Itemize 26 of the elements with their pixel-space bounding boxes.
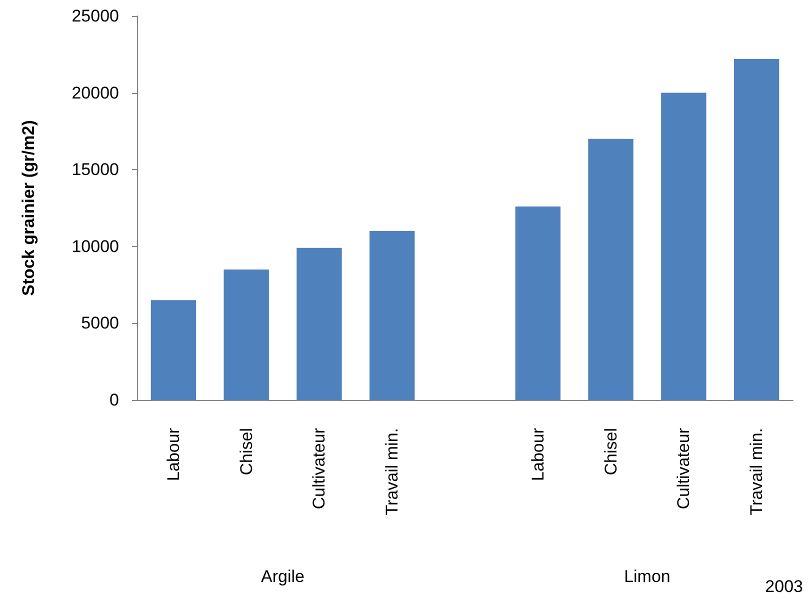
bar xyxy=(296,248,342,400)
y-tick-label: 10000 xyxy=(72,236,119,256)
y-tick-label: 5000 xyxy=(81,314,119,333)
x-tick-label: Chisel xyxy=(601,428,620,476)
text: Limon xyxy=(624,567,670,586)
x-tick-label: Travail min. xyxy=(747,428,766,516)
bar xyxy=(224,269,269,400)
y-axis-title: Stock grainier (gr/m2) xyxy=(19,120,38,296)
x-tick-label: Labour xyxy=(164,428,183,481)
text: Argile xyxy=(261,567,305,586)
x-tick-label: Cultivateur xyxy=(674,428,694,510)
x-tick-label: Chisel xyxy=(236,428,256,476)
y-tick-label: 15000 xyxy=(72,160,119,180)
x-tick-label: Cultivateur xyxy=(310,428,329,510)
bar xyxy=(515,206,560,400)
bar xyxy=(661,92,706,400)
y-tick-label: 20000 xyxy=(72,83,119,102)
bar xyxy=(150,300,196,400)
text: 2003 xyxy=(765,577,803,596)
bar xyxy=(370,231,415,400)
bar xyxy=(734,59,780,400)
y-tick-label: 25000 xyxy=(72,6,119,26)
bar xyxy=(588,138,634,400)
x-tick-label: Travail min. xyxy=(382,428,402,516)
x-tick-label: Labour xyxy=(528,428,548,481)
y-tick-label: 0 xyxy=(110,390,119,410)
